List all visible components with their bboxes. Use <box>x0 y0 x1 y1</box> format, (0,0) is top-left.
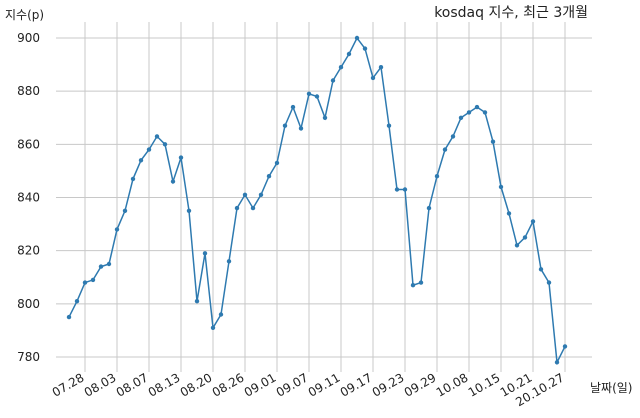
data-point <box>498 184 504 190</box>
data-point <box>434 174 440 179</box>
data-point <box>562 344 568 349</box>
data-point <box>130 176 136 182</box>
y-tick-label: 800 <box>17 297 40 311</box>
data-point <box>338 65 344 70</box>
data-point <box>506 211 512 216</box>
data-point <box>402 187 408 192</box>
data-point <box>418 280 424 285</box>
data-point <box>122 208 128 213</box>
data-point <box>386 123 392 128</box>
data-point <box>242 192 248 197</box>
data-point <box>106 261 112 267</box>
chart-title: kosdaq 지수, 최근 3개월 <box>434 5 588 21</box>
data-point <box>250 205 256 211</box>
data-point <box>298 126 304 131</box>
x-tick-label: 08.03 <box>82 370 119 399</box>
data-point <box>482 110 488 115</box>
data-point <box>394 187 400 192</box>
data-point <box>234 205 240 211</box>
data-point <box>146 147 152 152</box>
data-point <box>410 283 416 288</box>
data-point <box>282 123 288 128</box>
data-point <box>474 104 480 110</box>
data-point <box>426 205 432 211</box>
y-tick-label: 900 <box>17 31 40 45</box>
data-point <box>522 235 528 240</box>
data-point <box>202 251 208 256</box>
data-point <box>258 192 264 197</box>
data-point <box>370 75 376 81</box>
data-point <box>538 267 544 272</box>
y-gridlines <box>56 37 592 358</box>
data-point <box>66 314 72 320</box>
data-point <box>514 243 520 248</box>
data-point <box>450 134 456 139</box>
data-points <box>66 35 568 365</box>
data-point <box>178 155 184 160</box>
x-tick-label: 07.28 <box>50 370 87 399</box>
data-point <box>266 174 272 179</box>
x-tick-label: 08.26 <box>210 370 247 399</box>
x-tick-label: 09.01 <box>242 370 279 399</box>
data-point <box>306 91 312 97</box>
data-point <box>186 208 192 213</box>
data-point <box>170 179 176 184</box>
x-tick-label: 09.07 <box>274 370 311 399</box>
data-point <box>274 160 280 166</box>
data-point <box>226 259 232 264</box>
x-tick-label: 09.11 <box>306 370 343 399</box>
data-point <box>162 142 168 147</box>
data-point <box>490 139 496 144</box>
y-tick-label: 820 <box>17 244 40 258</box>
data-point <box>210 325 216 330</box>
x-tick-label: 09.17 <box>338 370 375 399</box>
x-tick-label: 09.29 <box>402 370 439 399</box>
y-tick-label: 780 <box>17 350 40 364</box>
data-point <box>154 134 160 139</box>
data-point <box>82 280 88 285</box>
x-tick-label: 08.13 <box>146 370 183 399</box>
data-point <box>90 277 96 283</box>
x-tick-label: 10.15 <box>466 370 503 399</box>
data-point <box>546 280 552 285</box>
x-tick-label: 09.23 <box>370 370 407 399</box>
y-tick-labels: 780 800 820 840 860 880 900 <box>17 31 40 364</box>
data-point <box>378 65 384 70</box>
data-point <box>554 360 560 365</box>
y-tick-label: 880 <box>17 84 40 98</box>
y-tick-label: 840 <box>17 191 40 205</box>
data-point <box>138 158 144 163</box>
x-axis-title: 날짜(일) <box>590 381 632 395</box>
x-tick-label: 08.07 <box>114 370 151 399</box>
data-point <box>362 46 368 51</box>
data-point <box>290 104 296 110</box>
x-tick-label: 10.08 <box>434 370 471 399</box>
data-point <box>442 147 448 152</box>
data-point <box>530 219 536 224</box>
data-point <box>458 115 464 121</box>
x-tick-label: 08.20 <box>178 370 215 399</box>
data-point <box>218 312 224 317</box>
y-axis-title: 지수(p) <box>5 8 44 22</box>
data-point <box>322 115 328 121</box>
data-point <box>314 94 320 99</box>
data-point <box>346 51 352 57</box>
x-tick-labels: 07.2808.0308.0708.1308.2008.2609.0109.07… <box>50 370 567 409</box>
data-point <box>194 299 200 304</box>
data-point <box>74 299 80 304</box>
y-tick-label: 860 <box>17 137 40 151</box>
data-point <box>114 227 120 232</box>
data-point <box>98 264 104 269</box>
data-point <box>330 78 336 83</box>
data-point <box>466 110 472 115</box>
data-point <box>354 35 360 41</box>
series-line <box>68 36 566 365</box>
